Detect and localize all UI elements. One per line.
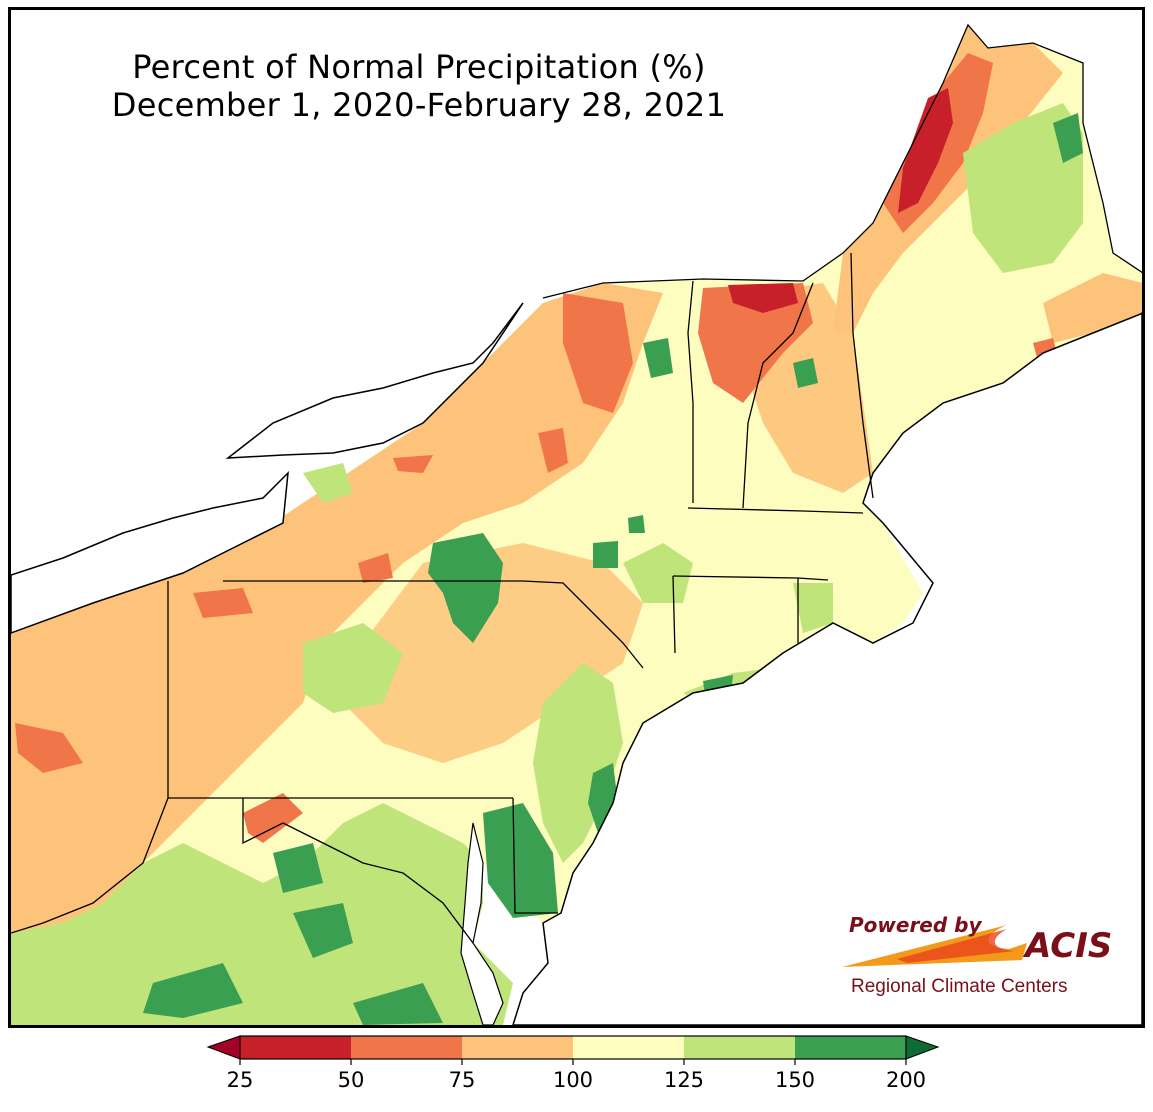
region-150-200-ma [628, 515, 645, 533]
colorbar-over-arrow [905, 1035, 940, 1060]
acis-logo: Powered by ACIS Regional Climate Centers [842, 913, 1112, 997]
md-de-border [512, 797, 558, 914]
vt-nh-border [742, 282, 814, 509]
region-150-200-ny-finger [428, 533, 503, 643]
chesapeake-bay [460, 822, 504, 1025]
region-125-150-ny-west [303, 463, 353, 503]
region-150-200-nh [793, 358, 818, 388]
canada-border [542, 23, 1142, 299]
wv-border [11, 797, 169, 934]
ny-vt-border [687, 280, 694, 503]
region-50-75-vt [698, 283, 813, 403]
colorbar-tick-label: 25 [227, 1068, 254, 1092]
colorbar-tick-label: 150 [775, 1068, 815, 1092]
acis-swoosh [842, 925, 1027, 967]
region-125-150-nj [533, 663, 623, 863]
acis-org-text: Regional Climate Centers [851, 976, 1068, 997]
colorbar-swatch-150-200 [795, 1036, 906, 1059]
region-150-200-va [273, 843, 323, 893]
colorbar-swatch-75-100 [462, 1036, 573, 1059]
region-150-200-nj [588, 763, 618, 833]
colorbar-legend: 25 50 75 100 125 150 200 [206, 1035, 940, 1092]
region-150-200-md [353, 983, 443, 1025]
region-50-75-ny-lake [393, 455, 433, 473]
region-150-200-ny-ne [593, 541, 618, 568]
map-title-block: Percent of Normal Precipitation (%) Dece… [59, 48, 779, 124]
acis-powered-by-text: Powered by [849, 913, 982, 937]
region-125-150-ri [793, 583, 833, 633]
map-frame: Percent of Normal Precipitation (%) Dece… [8, 7, 1145, 1028]
map-title: Percent of Normal Precipitation (%) [132, 48, 706, 86]
region-50-75-ny-central [538, 428, 568, 473]
region-125-150-pa-central [303, 623, 403, 713]
region-50-75-ny-south [358, 553, 393, 583]
state-borders [11, 23, 1142, 944]
region-150-200-va2 [293, 903, 353, 958]
colorbar-tick-label: 100 [553, 1068, 593, 1092]
region-75-100-west [11, 283, 663, 933]
region-50-75-pa [193, 588, 253, 618]
region-125-150-maine-east [963, 103, 1083, 273]
region-150-200-maine [1053, 113, 1083, 163]
ma-north-border [687, 507, 864, 514]
nh-me-border [850, 252, 874, 499]
ny-pa-border [223, 580, 644, 669]
region-50-75-ohio [15, 723, 83, 773]
colorbar-swatch-125-150 [684, 1036, 795, 1059]
map-subtitle: December 1, 2020-February 28, 2021 [111, 86, 727, 124]
region-150-200-sw [143, 963, 243, 1018]
lake-ontario [225, 302, 524, 459]
ny-ct-border [672, 575, 676, 654]
region-75-100-ny [343, 543, 643, 763]
colorbar-swatch-25-50 [240, 1036, 351, 1059]
region-150-200-vt [643, 338, 673, 378]
va-md-border [242, 798, 474, 944]
region-50-75-wv [243, 793, 303, 843]
region-125-150-sw [11, 803, 513, 1025]
colorbar-swatch-100-125 [573, 1036, 684, 1059]
colorbar-tick-label: 50 [338, 1068, 365, 1092]
region-150-200-delmarva [483, 803, 558, 918]
colorbar-tick-label: 75 [449, 1068, 476, 1092]
acis-name-text: ACIS [1022, 926, 1112, 966]
region-125-150-ma [623, 543, 693, 603]
region-75-100-maine-coast [1043, 273, 1142, 343]
precipitation-map [11, 23, 1142, 1025]
colorbar-tick-label: 200 [886, 1068, 926, 1092]
region-25-50-vt [728, 283, 798, 313]
colorbar-tick-label: 125 [664, 1068, 704, 1092]
colorbar-swatches [240, 1036, 906, 1059]
colorbar-under-arrow [206, 1035, 241, 1060]
region-25-50-maine [898, 88, 953, 213]
region-50-75-ny-north [563, 293, 633, 413]
atlantic-ocean [512, 312, 1142, 1025]
colorbar-swatch-50-75 [351, 1036, 462, 1059]
colorbar-ticks: 25 50 75 100 125 150 200 [227, 1059, 926, 1092]
lake-erie [11, 470, 289, 634]
